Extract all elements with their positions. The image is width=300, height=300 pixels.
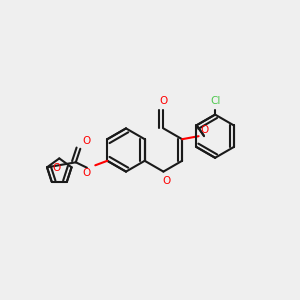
Text: O: O — [52, 163, 60, 173]
Text: O: O — [83, 136, 91, 146]
Text: O: O — [200, 125, 208, 135]
Text: Cl: Cl — [210, 96, 220, 106]
Text: O: O — [159, 96, 167, 106]
Text: O: O — [82, 168, 91, 178]
Text: O: O — [162, 176, 170, 186]
